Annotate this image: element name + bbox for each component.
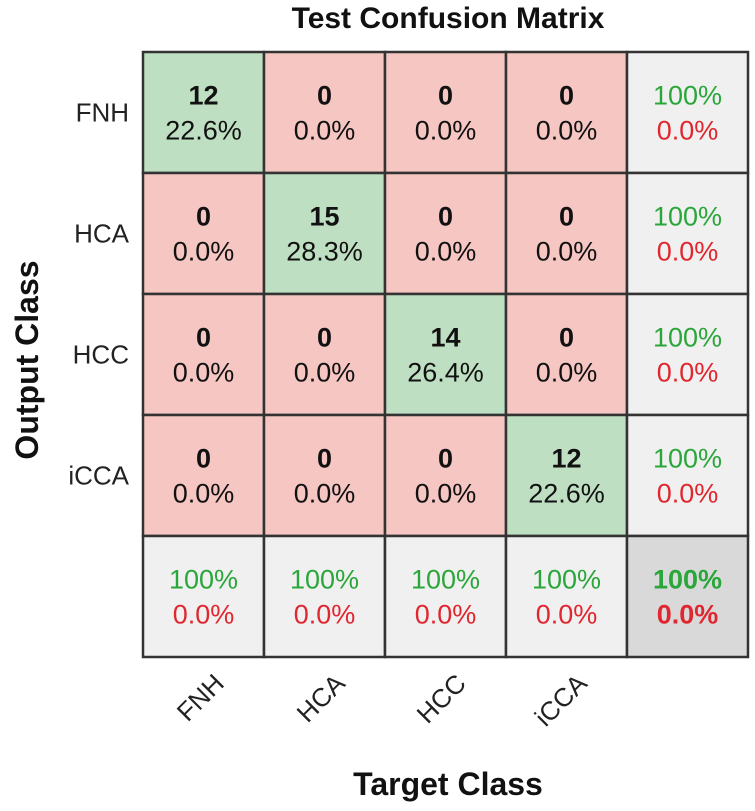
cell-count: 0 — [438, 444, 453, 474]
col-summary-incorrect: 0.0% — [536, 600, 598, 630]
cell-percentage: 0.0% — [294, 358, 356, 388]
cell-percentage: 22.6% — [528, 479, 605, 509]
matrix-cell — [141, 50, 266, 175]
col-summary-incorrect: 0.0% — [415, 600, 477, 630]
overall-cell — [625, 534, 750, 659]
cell-count: 0 — [196, 202, 211, 232]
row-summary-correct: 100% — [653, 323, 722, 353]
row-summary-correct: 100% — [653, 202, 722, 232]
col-label: HCA — [291, 668, 351, 728]
col-summary-cell — [383, 534, 508, 659]
cell-percentage: 0.0% — [173, 479, 235, 509]
cell-count: 12 — [551, 444, 581, 474]
col-summary-cell — [262, 534, 387, 659]
matrix-cell — [504, 413, 629, 538]
row-label: FNH — [76, 98, 129, 128]
y-axis-label: Output Class — [9, 260, 45, 459]
cell-percentage: 22.6% — [165, 116, 242, 146]
row-summary-cell — [625, 171, 750, 296]
matrix-cell — [262, 413, 387, 538]
cell-percentage: 0.0% — [294, 479, 356, 509]
chart-title: Test Confusion Matrix — [292, 2, 605, 35]
matrix-cell — [141, 171, 266, 296]
matrix-cell — [262, 50, 387, 175]
cell-count: 0 — [317, 323, 332, 353]
cell-percentage: 0.0% — [294, 116, 356, 146]
cell-percentage: 0.0% — [536, 237, 598, 267]
cell-percentage: 0.0% — [415, 237, 477, 267]
col-label: HCC — [411, 668, 472, 729]
col-summary-incorrect: 0.0% — [294, 600, 356, 630]
col-summary-correct: 100% — [290, 565, 359, 595]
matrix-cell — [141, 413, 266, 538]
matrix-cells: 12 22.6% 0 0.0% 0 0.0% 0 0.0% 0 0.0% 15 28.3% 0 0.0% 0… — [141, 50, 750, 659]
row-label: HCC — [73, 340, 129, 370]
row-summary-correct: 100% — [653, 81, 722, 111]
cell-count: 0 — [317, 81, 332, 111]
row-summary-incorrect: 0.0% — [657, 479, 719, 509]
matrix-cell — [504, 171, 629, 296]
row-label: HCA — [74, 219, 130, 249]
overall-incorrect: 0.0% — [657, 600, 719, 630]
row-summary-correct: 100% — [653, 444, 722, 474]
matrix-cell — [504, 292, 629, 417]
cell-count: 15 — [309, 202, 339, 232]
cell-count: 12 — [188, 81, 218, 111]
cell-count: 0 — [196, 323, 211, 353]
matrix-cell — [383, 413, 508, 538]
row-summary-incorrect: 0.0% — [657, 358, 719, 388]
cell-percentage: 0.0% — [415, 116, 477, 146]
matrix-cell — [141, 292, 266, 417]
cell-count: 0 — [438, 81, 453, 111]
matrix-cell — [383, 292, 508, 417]
row-summary-cell — [625, 292, 750, 417]
col-summary-correct: 100% — [532, 565, 601, 595]
col-label: FNH — [171, 668, 230, 727]
cell-count: 0 — [438, 202, 453, 232]
row-summary-incorrect: 0.0% — [657, 116, 719, 146]
col-summary-cell — [504, 534, 629, 659]
cell-percentage: 0.0% — [173, 237, 235, 267]
cell-count: 0 — [317, 444, 332, 474]
col-summary-correct: 100% — [169, 565, 238, 595]
matrix-cell — [383, 50, 508, 175]
col-summary-correct: 100% — [411, 565, 480, 595]
cell-percentage: 0.0% — [415, 479, 477, 509]
cell-percentage: 0.0% — [536, 116, 598, 146]
cell-count: 0 — [559, 81, 574, 111]
row-label: iCCA — [68, 461, 129, 491]
overall-correct: 100% — [653, 565, 722, 595]
cell-percentage: 0.0% — [173, 358, 235, 388]
col-summary-incorrect: 0.0% — [173, 600, 235, 630]
matrix-cell — [262, 171, 387, 296]
cell-percentage: 26.4% — [407, 358, 484, 388]
cell-percentage: 0.0% — [536, 358, 598, 388]
x-axis-label: Target Class — [353, 766, 543, 802]
matrix-cell — [262, 292, 387, 417]
matrix-cell — [383, 171, 508, 296]
col-summary-cell — [141, 534, 266, 659]
row-summary-cell — [625, 50, 750, 175]
cell-count: 0 — [559, 323, 574, 353]
col-label: iCCA — [529, 668, 594, 733]
row-summary-incorrect: 0.0% — [657, 237, 719, 267]
cell-count: 0 — [196, 444, 211, 474]
cell-count: 0 — [559, 202, 574, 232]
cell-count: 14 — [430, 323, 460, 353]
row-summary-cell — [625, 413, 750, 538]
cell-percentage: 28.3% — [286, 237, 363, 267]
matrix-cell — [504, 50, 629, 175]
